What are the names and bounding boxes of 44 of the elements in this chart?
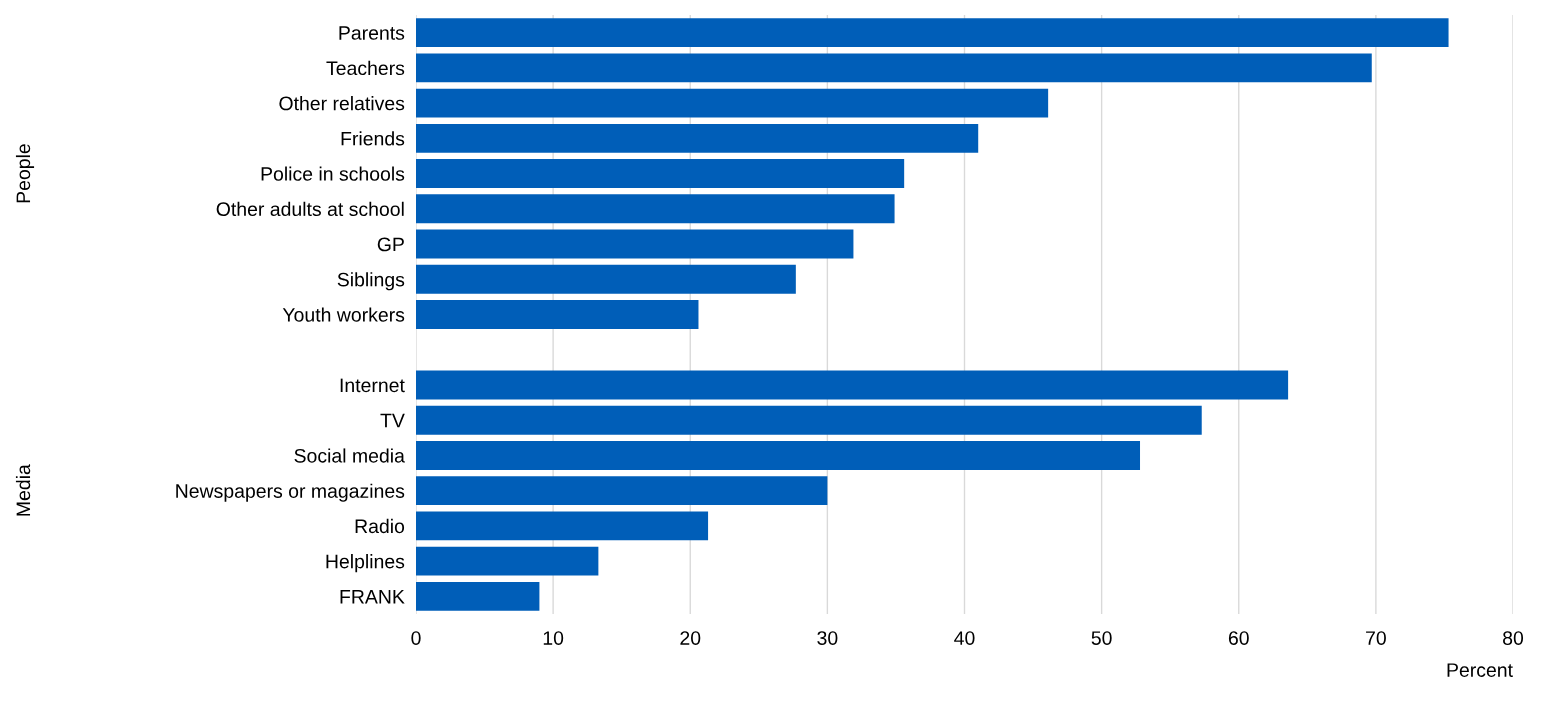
x-tick-label: 50 xyxy=(1091,631,1112,645)
x-tick-label: 0 xyxy=(411,631,421,645)
x-tick-label: 10 xyxy=(543,631,564,645)
bar xyxy=(416,440,1141,470)
y-tick-label: Siblings xyxy=(337,272,405,291)
y-tick-label: Social media xyxy=(294,448,405,463)
bar xyxy=(416,546,599,576)
y-tick-label: Newspapers or magazines xyxy=(176,483,405,502)
text: Media xyxy=(15,464,31,516)
bar xyxy=(416,123,979,153)
bar xyxy=(416,581,540,611)
bar xyxy=(416,370,1289,400)
y-tick-label: Helplines xyxy=(326,554,405,573)
x-tick-label: 70 xyxy=(1366,631,1386,645)
y-tick-label: Internet xyxy=(340,378,405,393)
y-tick-label: Other adults at school xyxy=(216,201,404,217)
y-tick-label: Youth workers xyxy=(282,307,405,322)
bar xyxy=(416,53,1372,83)
bar xyxy=(416,405,1202,435)
x-tick-label: 80 xyxy=(1503,631,1524,645)
y-tick-label: Radio xyxy=(355,518,405,534)
bar xyxy=(416,88,1049,118)
x-tick-label: 30 xyxy=(817,631,838,645)
y-tick-label: Parents xyxy=(339,26,405,40)
bar xyxy=(416,194,895,224)
x-tick-label: 20 xyxy=(680,631,701,645)
bar xyxy=(416,264,796,294)
x-axis-title: Percent xyxy=(1447,663,1513,677)
y-tick-label: Friends xyxy=(341,131,405,146)
y-tick-label: TV xyxy=(380,413,405,428)
bar xyxy=(416,18,1449,48)
text: People xyxy=(15,144,35,203)
bar xyxy=(416,159,905,189)
y-tick-label: Police in schools xyxy=(261,166,405,181)
x-tick-label: 40 xyxy=(954,631,975,645)
x-tick-label: 60 xyxy=(1228,631,1249,645)
y-tick-label: FRANK xyxy=(340,590,405,604)
y-tick-label: GP xyxy=(377,237,404,252)
y-tick-label: Other relatives xyxy=(279,96,405,111)
bar xyxy=(416,511,709,541)
y-tick-label: Teachers xyxy=(326,60,405,76)
bar xyxy=(416,300,699,329)
bar xyxy=(416,229,854,259)
bar xyxy=(416,476,828,506)
